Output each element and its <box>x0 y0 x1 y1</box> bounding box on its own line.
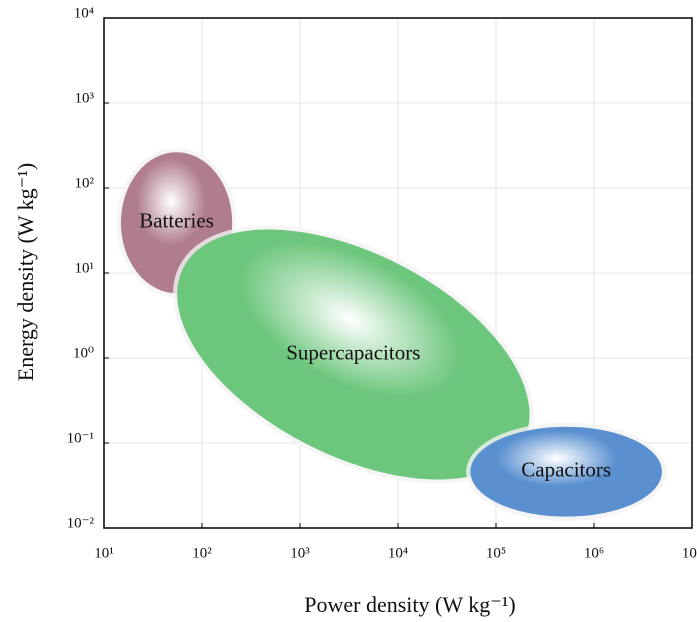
y-tick-label: 10⁻² <box>67 515 95 531</box>
region-label: Batteries <box>139 209 214 233</box>
y-axis-title: Energy density (W kg⁻¹) <box>13 163 38 381</box>
y-tick-label: 10² <box>75 175 95 191</box>
y-tick-label: 10⁰ <box>73 345 94 361</box>
region-label: Capacitors <box>521 457 611 481</box>
x-axis-title: Power density (W kg⁻¹) <box>304 592 516 617</box>
y-tick-label: 10⁻¹ <box>67 430 94 446</box>
x-tick-label: 10⁴ <box>388 545 408 561</box>
y-tick-label: 10⁴ <box>74 5 94 21</box>
y-tick-label: 10³ <box>75 90 95 106</box>
x-tick-label: 10² <box>192 545 212 561</box>
x-tick-label: 10³ <box>290 545 310 561</box>
plot-frame <box>103 17 693 529</box>
region <box>470 426 662 517</box>
x-tick-label: 10⁷ <box>682 545 697 561</box>
y-tick-label: 10¹ <box>75 260 95 276</box>
x-tick-label: 10⁵ <box>486 545 506 561</box>
region-label: Supercapacitors <box>286 340 420 364</box>
x-tick-label: 10⁶ <box>584 545 604 561</box>
x-tick-label: 10¹ <box>94 545 114 561</box>
